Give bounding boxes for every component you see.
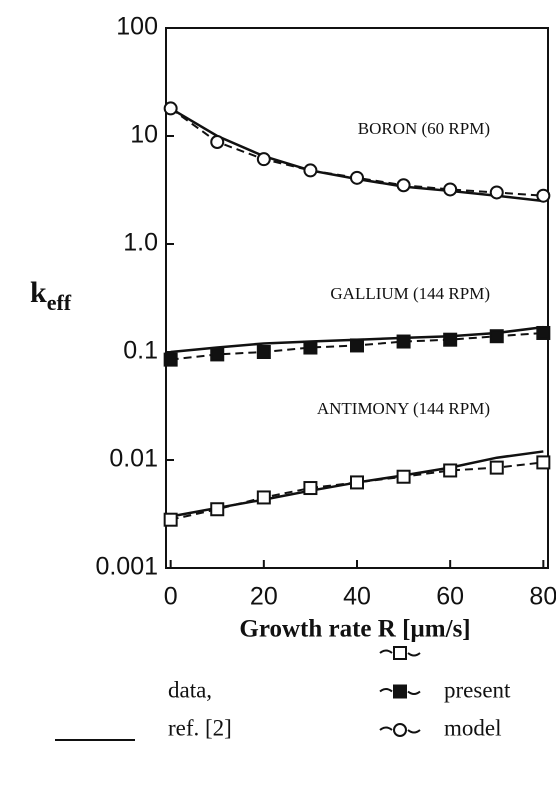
x-axis-label: Growth rate R [µm/s] [239,616,470,643]
series-annotation: ANTIMONY (144 RPM) [317,399,490,418]
x-tick-label: 20 [250,583,278,611]
legend-marker [393,684,407,699]
marker [536,455,551,470]
marker [303,340,318,355]
marker [303,163,318,178]
marker [210,134,225,149]
marker [256,490,271,505]
marker [350,475,364,490]
marker [396,469,411,484]
legend-symbol-line [379,688,421,695]
x-tick-label: 80 [529,583,556,611]
x-tick-label: 0 [164,583,178,611]
x-tick-label: 60 [436,583,464,611]
marker [443,463,458,478]
marker [489,185,504,200]
marker [396,178,411,193]
marker [256,152,271,167]
marker [256,345,271,359]
y-tick-label: 0.001 [95,553,158,581]
marker [489,460,504,475]
marker [443,182,458,197]
marker [396,334,411,349]
y-tick-label: 0.01 [109,445,158,473]
marker [163,512,178,527]
legend-symbol-line [379,726,421,734]
series-annotation: BORON (60 RPM) [358,119,490,138]
marker [536,188,551,203]
y-label-sub: eff [47,290,72,315]
marker [210,502,225,517]
y-tick-label: 10 [130,121,158,149]
x-tick-label: 40 [343,583,371,611]
legend-symbol-line [379,649,421,657]
marker [443,332,458,347]
y-tick-label: 1.0 [123,229,158,257]
series-annotation: GALLIUM (144 RPM) [330,284,490,303]
marker [303,481,318,496]
marker [536,325,551,340]
legend-text: ref. [2] [168,715,232,740]
y-axis-label: keff [30,276,72,315]
legend-marker [393,646,407,660]
y-label-main: k [30,276,47,309]
legend-text: model [444,715,502,740]
marker [350,338,364,353]
marker [489,329,504,344]
model-line [170,461,544,521]
legend-text: data, [168,677,212,702]
marker [163,101,178,116]
marker [163,352,178,367]
marker [350,170,364,185]
marker [210,347,225,362]
legend-text: present [444,677,511,702]
legend-marker [393,723,407,737]
y-tick-label: 0.1 [123,337,158,365]
y-tick-label: 100 [116,13,158,41]
